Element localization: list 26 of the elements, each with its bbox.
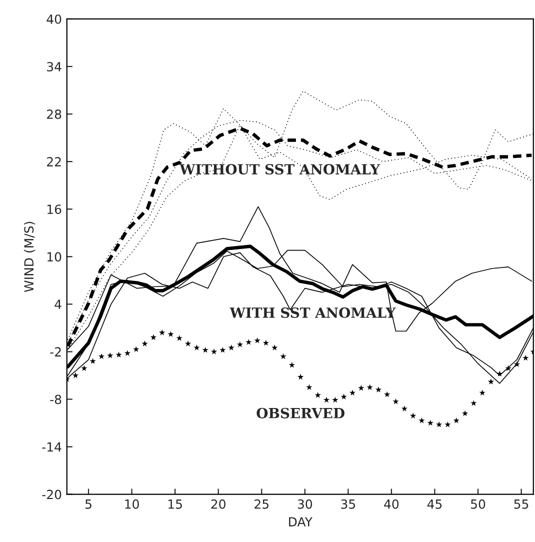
x-tick-label: 25: [254, 499, 268, 509]
y-tick-label: 10: [47, 252, 62, 262]
series-label: OBSERVED: [256, 408, 344, 418]
y-tick-label: -8: [50, 394, 62, 404]
y-tick-label: -2: [50, 347, 61, 356]
x-axis-title: DAY: [289, 517, 312, 526]
x-tick-label: 15: [168, 500, 182, 509]
x-tick-label: 10: [125, 499, 139, 509]
x-tick-label: 5: [86, 500, 92, 509]
y-tick-label: 4: [54, 300, 62, 309]
y-tick-label: 34: [47, 62, 62, 72]
x-tick-label: 30: [298, 499, 312, 509]
y-tick-label: -14: [42, 442, 62, 452]
y-tick-label: 16: [47, 204, 62, 214]
x-tick-label: 50: [471, 499, 486, 509]
y-tick-label: 40: [46, 14, 62, 24]
series-label: WITHOUT SST ANOMALY: [179, 164, 380, 175]
x-tick-label: 45: [427, 500, 442, 509]
x-tick-label: 35: [341, 499, 356, 509]
y-tick-label: 22: [47, 157, 61, 166]
y-axis-title: WIND (M/S): [24, 222, 36, 292]
x-tick-label: 40: [384, 499, 399, 509]
y-tick-label: 28: [47, 110, 62, 119]
x-tick-label: 20: [211, 499, 226, 509]
y-tick-label: -20: [42, 490, 62, 500]
x-tick-label: 55: [514, 500, 528, 509]
